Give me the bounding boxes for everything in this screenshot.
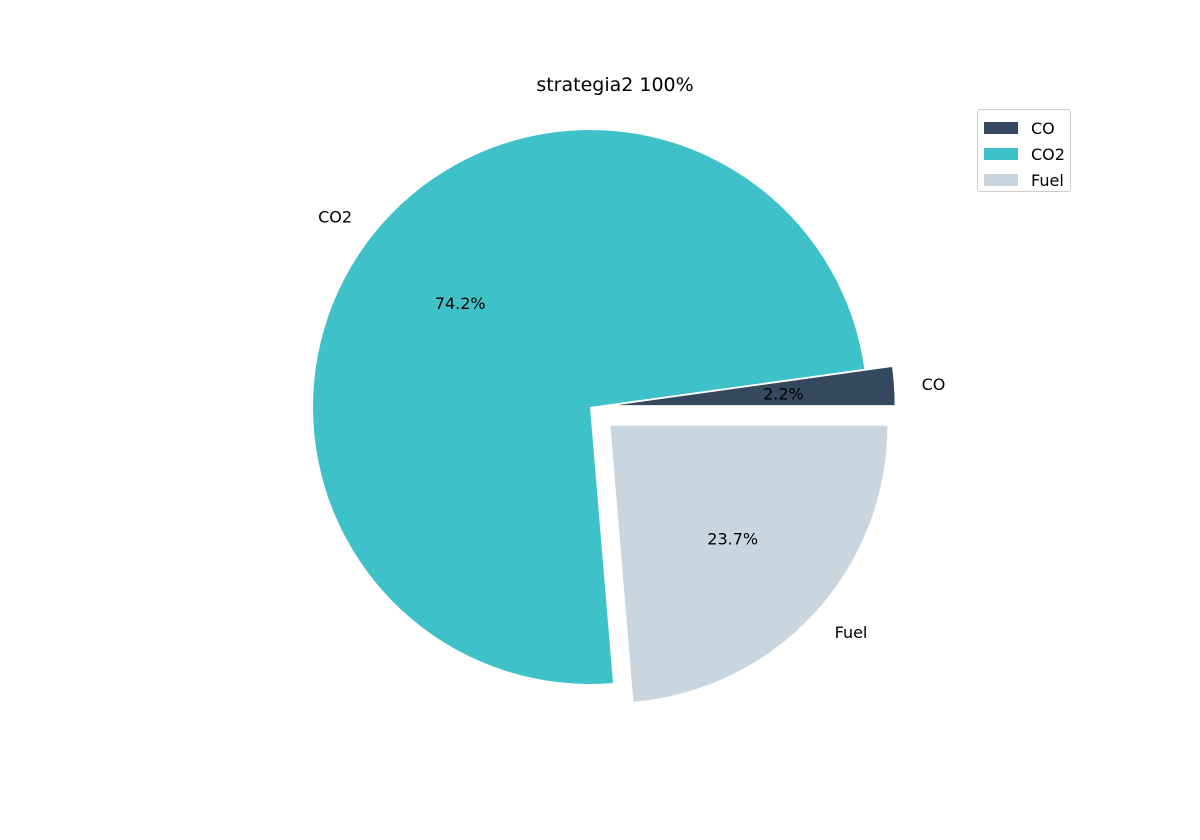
legend-label-fuel: Fuel	[1031, 170, 1064, 190]
pct-label-fuel: 23.7%	[707, 529, 758, 548]
pct-label-co: 2.2%	[763, 385, 804, 404]
legend-label-co2: CO2	[1031, 144, 1065, 164]
pct-label-co2: 74.2%	[435, 294, 486, 313]
legend-item-co: CO	[984, 115, 1070, 141]
pie-slice-co2	[312, 130, 865, 685]
legend: CO CO2 Fuel	[977, 109, 1071, 192]
slice-label-co: CO	[922, 375, 946, 394]
legend-swatch-fuel	[984, 174, 1018, 186]
legend-swatch-co2	[984, 148, 1018, 160]
slices-layer	[312, 130, 895, 702]
legend-swatch-co	[984, 122, 1018, 134]
legend-item-co2: CO2	[984, 141, 1070, 167]
legend-item-fuel: Fuel	[984, 167, 1070, 193]
slice-label-co2: CO2	[318, 208, 352, 227]
chart-title: strategia2 100%	[536, 74, 693, 96]
pie-slice-fuel	[610, 425, 888, 702]
labels-layer: CO 2.2% CO2 74.2% Fuel 23.7%	[318, 208, 945, 642]
legend-label-co: CO	[1031, 118, 1055, 138]
slice-label-fuel: Fuel	[835, 623, 868, 642]
pie-slice-co	[617, 366, 895, 406]
